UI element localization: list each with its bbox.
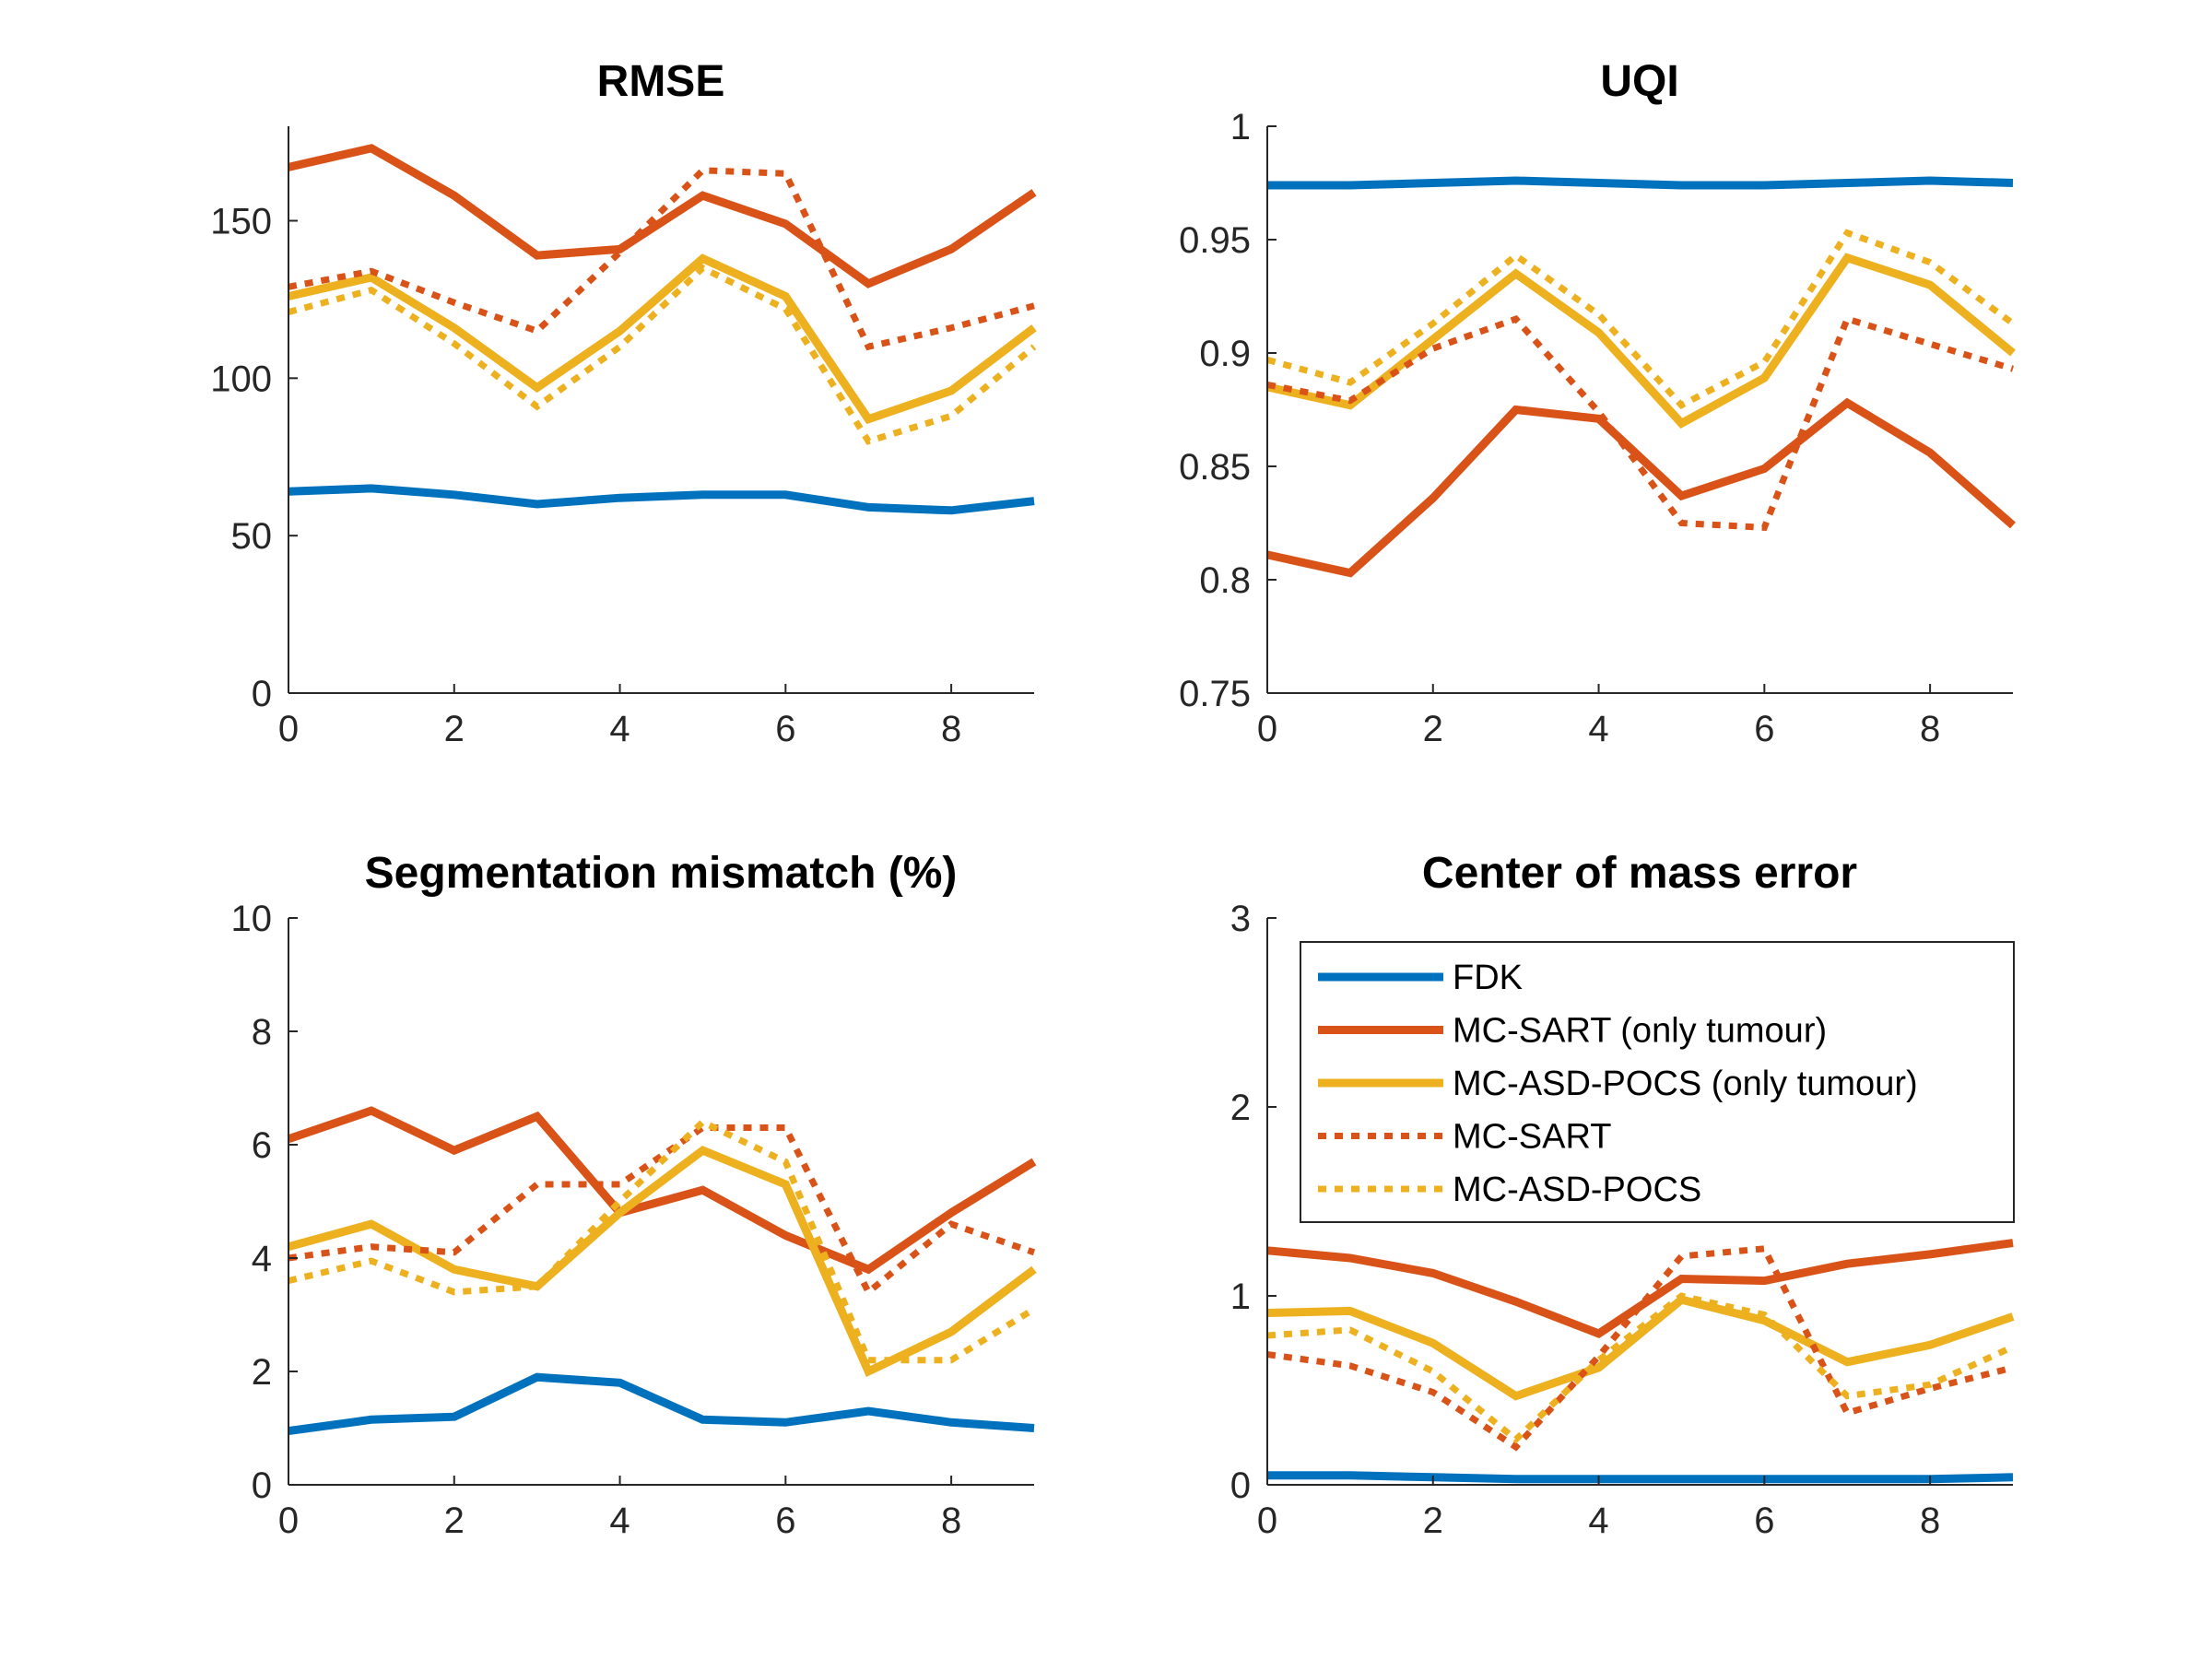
rmse-plot-lines bbox=[287, 144, 1037, 515]
center-of-mass-x-tick-label: 0 bbox=[1257, 1500, 1277, 1541]
uqi-series-fdk bbox=[1267, 176, 2014, 190]
rmse-series-fdk bbox=[288, 484, 1035, 515]
segmentation-series-mc-sart-only-tumour bbox=[287, 1106, 1037, 1275]
segmentation-y-tick-label: 6 bbox=[252, 1125, 272, 1166]
uqi-y-tick-label: 0.8 bbox=[1199, 560, 1251, 601]
segmentation-plot-lines bbox=[287, 1106, 1037, 1436]
center-of-mass-series-mc-sart bbox=[1266, 1245, 2014, 1452]
segmentation-x-tick-label: 8 bbox=[941, 1500, 961, 1541]
segmentation-y-tick-label: 0 bbox=[252, 1465, 272, 1506]
rmse-y-tick-label: 50 bbox=[231, 516, 273, 557]
segmentation-x-tick-label: 6 bbox=[775, 1500, 795, 1541]
center-of-mass-series-fdk bbox=[1267, 1471, 2014, 1484]
uqi-y-tick-label: 0.75 bbox=[1179, 674, 1251, 714]
segmentation-series-mc-asd-pocs-only-tumour bbox=[287, 1146, 1037, 1378]
segmentation-axes: 0 2 4 6 8 0 2 4 6 8 10 bbox=[231, 899, 1034, 1541]
uqi-series-mc-asd-pocs bbox=[1266, 229, 2016, 409]
segmentation-y-tick-label: 4 bbox=[252, 1239, 272, 1279]
center-of-mass-x-tick-label: 8 bbox=[1920, 1500, 1940, 1541]
uqi-axes: 0 2 4 6 8 0.75 0.8 0.85 0.9 0.95 1 bbox=[1179, 107, 2013, 749]
center-of-mass-axes: 0 2 4 6 8 0 1 2 3 bbox=[1230, 899, 2013, 1541]
center-of-mass-x-tick-label: 4 bbox=[1588, 1500, 1608, 1541]
uqi-y-tick-label: 0.85 bbox=[1179, 447, 1251, 488]
center-of-mass-series-mc-asd-pocs bbox=[1266, 1292, 2015, 1444]
legend-label-mc-asd-pocs-only-tumour: MC-ASD-POCS (only tumour) bbox=[1453, 1065, 1918, 1103]
center-of-mass-series-mc-sart-only-tumour bbox=[1266, 1239, 2014, 1339]
legend-label-mc-asd-pocs: MC-ASD-POCS bbox=[1453, 1171, 1701, 1209]
uqi-x-tick-label: 4 bbox=[1588, 709, 1608, 749]
segmentation-y-tick-label: 2 bbox=[252, 1352, 272, 1393]
legend-label-fdk: FDK bbox=[1453, 959, 1523, 997]
segmentation-panel-title: Segmentation mismatch (%) bbox=[365, 849, 958, 898]
uqi-y-tick-label: 0.95 bbox=[1179, 220, 1251, 261]
rmse-x-tick-label: 0 bbox=[278, 709, 299, 749]
center-of-mass-plot-lines bbox=[1266, 1239, 2015, 1484]
uqi-x-tick-label: 8 bbox=[1920, 709, 1940, 749]
legend-label-mc-sart-only-tumour: MC-SART (only tumour) bbox=[1453, 1012, 1827, 1051]
rmse-x-tick-label: 4 bbox=[609, 709, 629, 749]
rmse-y-tick-label: 150 bbox=[210, 202, 272, 242]
uqi-y-tick-label: 0.9 bbox=[1199, 334, 1251, 374]
rmse-x-tick-label: 2 bbox=[444, 709, 465, 749]
rmse-series-mc-sart bbox=[288, 167, 1035, 351]
uqi-series-mc-sart-only-tumour bbox=[1266, 397, 2016, 578]
segmentation-series-mc-asd-pocs bbox=[288, 1118, 1036, 1364]
uqi-x-tick-label: 0 bbox=[1257, 709, 1277, 749]
rmse-panel-title: RMSE bbox=[597, 57, 725, 106]
segmentation-y-tick-label: 10 bbox=[231, 899, 273, 939]
uqi-plot-lines bbox=[1266, 176, 2016, 578]
center-of-mass-x-tick-label: 2 bbox=[1423, 1500, 1443, 1541]
center-of-mass-y-tick-label: 1 bbox=[1230, 1277, 1251, 1317]
center-of-mass-y-tick-label: 2 bbox=[1230, 1088, 1251, 1128]
center-of-mass-panel-title: Center of mass error bbox=[1422, 849, 1857, 898]
rmse-series-mc-sart-only-tumour bbox=[287, 144, 1037, 288]
rmse-panel: RMSE 0 2 4 6 8 0 50 100 150 bbox=[210, 57, 1037, 749]
segmentation-y-tick-label: 8 bbox=[252, 1012, 272, 1053]
center-of-mass-x-tick-label: 6 bbox=[1754, 1500, 1774, 1541]
center-of-mass-y-tick-label: 0 bbox=[1230, 1465, 1251, 1506]
rmse-axes: 0 2 4 6 8 0 50 100 150 bbox=[210, 126, 1034, 749]
uqi-x-tick-label: 2 bbox=[1423, 709, 1443, 749]
uqi-panel-title: UQI bbox=[1600, 57, 1678, 106]
uqi-series-mc-sart bbox=[1266, 314, 2015, 532]
rmse-y-tick-label: 0 bbox=[252, 674, 272, 714]
uqi-x-tick-label: 6 bbox=[1754, 709, 1774, 749]
center-of-mass-y-tick-label: 3 bbox=[1230, 899, 1251, 939]
uqi-y-tick-label: 1 bbox=[1230, 107, 1251, 147]
rmse-series-mc-asd-pocs-only-tumour bbox=[287, 253, 1037, 425]
segmentation-x-tick-label: 2 bbox=[444, 1500, 465, 1541]
uqi-panel: UQI 0 2 4 6 8 0.75 0.8 0.85 0.9 0.95 1 bbox=[1179, 57, 2016, 749]
segmentation-x-tick-label: 4 bbox=[609, 1500, 629, 1541]
center-of-mass-panel: Center of mass error 0 2 4 6 8 0 1 2 3 bbox=[1230, 849, 2015, 1541]
rmse-x-tick-label: 8 bbox=[941, 709, 961, 749]
legend-label-mc-sart: MC-SART bbox=[1453, 1118, 1611, 1157]
segmentation-series-fdk bbox=[288, 1372, 1035, 1436]
rmse-series-mc-asd-pocs bbox=[288, 264, 1037, 445]
center-of-mass-series-mc-asd-pocs-only-tumour bbox=[1266, 1295, 2015, 1401]
rmse-y-tick-label: 100 bbox=[210, 359, 272, 399]
rmse-x-tick-label: 6 bbox=[775, 709, 795, 749]
segmentation-x-tick-label: 0 bbox=[278, 1500, 299, 1541]
segmentation-panel: Segmentation mismatch (%) 0 2 4 6 8 0 2 4 6 8 10 bbox=[231, 849, 1037, 1541]
legend: FDK MC-SART (only tumour) MC-ASD-POCS (onl… bbox=[1300, 941, 2015, 1223]
